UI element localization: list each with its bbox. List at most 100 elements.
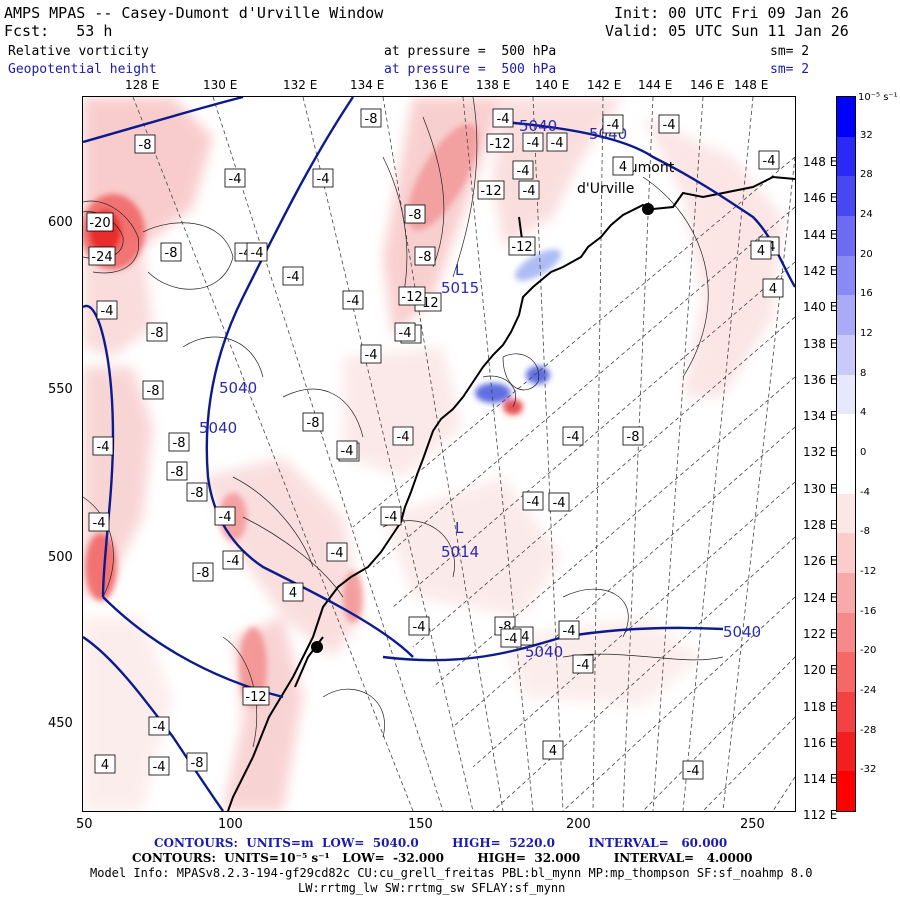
svg-text:-4: -4 <box>527 136 540 151</box>
svg-text:-24: -24 <box>91 250 112 265</box>
colorbar-segment <box>837 97 855 138</box>
vorticity-label-box: -8 <box>166 461 188 481</box>
longitude-label-right: 124 E <box>803 590 838 605</box>
vorticity-label-box: -4 <box>222 550 244 570</box>
vorticity-label-box: -4 <box>246 242 268 262</box>
longitude-label-right: 118 E <box>803 699 838 714</box>
svg-text:5015: 5015 <box>441 279 479 297</box>
vorticity-label-box: -4 <box>572 654 594 674</box>
longitude-label-top: 134 E <box>350 78 385 92</box>
colorbar-segment <box>837 612 855 653</box>
footer-height-contours: CONTOURS: UNITS=m LOW= 5040.0 HIGH= 5220… <box>154 836 728 850</box>
vorticity-label-box: 4 <box>94 754 116 774</box>
colorbar-segment <box>837 216 855 257</box>
smoothing-1: sm= 2 <box>770 44 810 59</box>
vorticity-label-box: -4 <box>682 760 704 780</box>
colorbar-segment <box>837 573 855 614</box>
svg-text:-4: -4 <box>551 136 564 151</box>
colorbar-unit: 10⁻⁵ s⁻¹ <box>858 92 898 103</box>
footer-vorticity-contours: CONTOURS: UNITS=10⁻⁵ s⁻¹ LOW= -32.000 HI… <box>132 851 753 865</box>
svg-text:5040: 5040 <box>199 419 237 437</box>
vorticity-label-box: -4 <box>360 344 382 364</box>
longitude-label-top: 130 E <box>203 78 238 92</box>
colorbar-label: 12 <box>860 328 873 339</box>
svg-text:-8: -8 <box>165 246 178 261</box>
longitude-label-right: 134 E <box>803 409 838 424</box>
colorbar-segment <box>837 533 855 574</box>
svg-text:-4: -4 <box>563 624 576 639</box>
vorticity-label-box: -4 <box>214 506 236 526</box>
vorticity-label-box: -4 <box>602 114 624 134</box>
colorbar-segment <box>837 176 855 217</box>
colorbar-label: -24 <box>860 685 877 696</box>
longitude-label-right: 140 E <box>803 300 838 315</box>
longitude-label-right: 114 E <box>803 772 838 787</box>
svg-text:-4: -4 <box>219 510 232 525</box>
colorbar-label: 24 <box>860 209 873 220</box>
svg-text:-4: -4 <box>663 118 676 133</box>
colorbar-label: -20 <box>860 645 877 657</box>
longitude-label-top: 128 E <box>125 78 160 92</box>
svg-text:4: 4 <box>101 758 109 773</box>
svg-text:-8: -8 <box>365 112 378 127</box>
svg-text:-8: -8 <box>419 250 432 265</box>
svg-text:-4: -4 <box>413 620 426 635</box>
longitude-label-right: 132 E <box>803 445 838 460</box>
svg-text:-8: -8 <box>307 416 320 431</box>
longitude-label-top: 140 E <box>535 78 570 92</box>
svg-text:5040: 5040 <box>219 379 257 397</box>
longitude-label-right: 148 E <box>803 155 838 169</box>
y-tick-label: 450 <box>48 716 73 731</box>
colorbar-segment <box>837 454 855 495</box>
vorticity-label-box: -4 <box>392 426 414 446</box>
svg-text:-4: -4 <box>153 720 166 735</box>
vorticity-label-box: -4 <box>522 491 544 511</box>
longitude-label-top: 142 E <box>587 78 622 92</box>
vorticity-label-box: -4 <box>148 756 170 776</box>
svg-text:-4: -4 <box>101 304 114 319</box>
vorticity-label-box: 4 <box>762 278 784 298</box>
dumont-durville-station-marker <box>642 203 654 215</box>
colorbar-label: 32 <box>860 129 873 141</box>
vorticity-label-box: -12 <box>508 236 536 256</box>
vorticity-label-box: -4 <box>758 150 780 170</box>
svg-text:5014: 5014 <box>441 543 479 561</box>
field-vorticity: Relative vorticity <box>8 44 149 59</box>
svg-text:L: L <box>455 519 464 537</box>
svg-text:-4: -4 <box>397 430 410 445</box>
init-time: Init: 00 UTC Fri 09 Jan 26 <box>614 4 849 22</box>
vorticity-label-box: -4 <box>380 506 402 526</box>
colorbar-segment <box>837 136 855 177</box>
svg-text:-4: -4 <box>567 430 580 445</box>
longitude-label-top: 138 E <box>476 78 511 92</box>
vorticity-label-box: -12 <box>242 686 270 706</box>
colorbar-label: -16 <box>860 605 877 617</box>
vorticity-label-box: -12 <box>398 286 426 306</box>
colorbar-label: 4 <box>860 407 867 419</box>
vorticity-label-box: -8 <box>414 246 436 266</box>
vorticity-labels: -8 -8 -4 -4 -4 -12 -12 -4 -4 -12 -12 -4 -8 -8 -4 -20 -24… <box>86 108 784 780</box>
colorbar-label: 28 <box>860 169 873 181</box>
svg-text:-8: -8 <box>147 384 160 399</box>
svg-text:-12: -12 <box>480 184 501 199</box>
vorticity-label-box: -4 <box>312 168 334 188</box>
longitude-label-top: 144 E <box>638 78 673 92</box>
pressure-2: at pressure = 500 hPa <box>384 62 557 77</box>
colorbar-segment <box>837 335 855 376</box>
vorticity-label-box: 4 <box>282 582 304 602</box>
svg-text:-4: -4 <box>287 270 300 285</box>
pressure-1: at pressure = 500 hPa <box>384 44 557 59</box>
svg-text:-4: -4 <box>687 764 700 779</box>
vorticity-label-box: -4 <box>522 132 544 152</box>
low-centers: L 5015 L 5014 <box>441 261 479 561</box>
longitude-label-top: 132 E <box>283 78 318 92</box>
svg-text:-4: -4 <box>229 172 242 187</box>
longitude-label-right: 128 E <box>803 518 838 532</box>
svg-text:-4: -4 <box>93 516 106 531</box>
svg-text:4: 4 <box>757 244 765 259</box>
vorticity-label-box: -8 <box>360 108 382 128</box>
footer-model-info-2: LW:rrtmg_lw SW:rrtmg_sw SFLAY:sf_mynn <box>298 881 566 895</box>
vorticity-label-box: -4 <box>342 290 364 310</box>
svg-text:-4: -4 <box>517 164 530 179</box>
colorbar-segment <box>837 493 855 534</box>
